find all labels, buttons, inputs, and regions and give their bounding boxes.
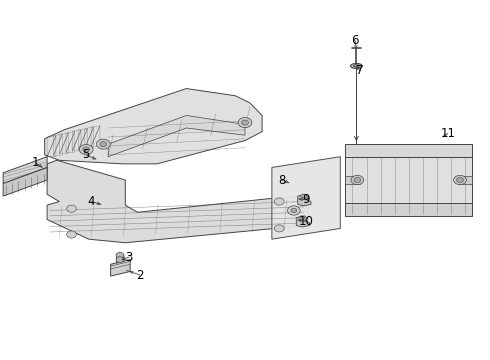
Circle shape <box>351 175 364 185</box>
Polygon shape <box>272 157 340 239</box>
Circle shape <box>238 118 252 128</box>
Circle shape <box>299 216 305 220</box>
Ellipse shape <box>350 63 362 68</box>
Polygon shape <box>3 157 47 184</box>
Circle shape <box>67 231 76 238</box>
Polygon shape <box>345 144 472 157</box>
Polygon shape <box>345 157 472 203</box>
Text: 7: 7 <box>356 64 364 77</box>
Circle shape <box>457 177 464 183</box>
Polygon shape <box>3 167 47 196</box>
Circle shape <box>116 252 124 258</box>
Circle shape <box>274 198 284 205</box>
Circle shape <box>116 257 124 262</box>
Text: 4: 4 <box>87 195 95 208</box>
Text: 11: 11 <box>441 127 455 140</box>
Text: 2: 2 <box>136 269 144 282</box>
Text: 1: 1 <box>32 156 40 169</box>
Text: 3: 3 <box>125 251 133 264</box>
Circle shape <box>242 120 248 125</box>
Circle shape <box>288 206 300 215</box>
Circle shape <box>97 139 110 149</box>
Text: 5: 5 <box>82 148 90 161</box>
Polygon shape <box>47 160 309 243</box>
Circle shape <box>274 225 284 232</box>
Polygon shape <box>298 194 311 206</box>
Circle shape <box>454 175 466 185</box>
Polygon shape <box>458 176 472 184</box>
Circle shape <box>354 177 361 183</box>
Polygon shape <box>45 89 262 164</box>
Circle shape <box>291 208 297 213</box>
Circle shape <box>301 194 307 198</box>
Circle shape <box>67 205 76 212</box>
Circle shape <box>100 141 107 147</box>
Polygon shape <box>296 216 310 227</box>
Circle shape <box>79 144 93 154</box>
Polygon shape <box>345 203 472 216</box>
Circle shape <box>83 147 90 152</box>
Text: 9: 9 <box>302 193 310 206</box>
Polygon shape <box>345 176 360 184</box>
Polygon shape <box>108 116 245 157</box>
Polygon shape <box>111 260 130 276</box>
Ellipse shape <box>353 65 359 67</box>
Text: 8: 8 <box>278 174 285 186</box>
Text: 6: 6 <box>351 33 359 47</box>
Polygon shape <box>117 255 124 263</box>
Text: 10: 10 <box>298 215 314 228</box>
